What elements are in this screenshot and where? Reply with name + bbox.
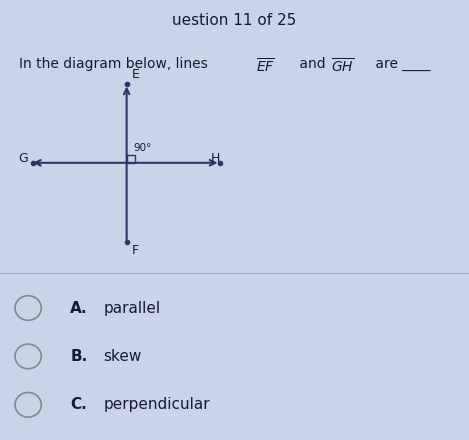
Text: F: F [131,244,138,257]
Text: E: E [131,68,139,81]
Text: uestion 11 of 25: uestion 11 of 25 [173,13,296,28]
Text: H: H [211,152,220,165]
Text: C.: C. [70,397,87,412]
Text: B.: B. [70,349,88,364]
Text: and: and [295,57,331,71]
Bar [127,155,135,163]
Text: A.: A. [70,301,88,315]
Text: parallel: parallel [103,301,160,315]
Text: 90°: 90° [134,143,152,153]
Text: $\overline{EF}$: $\overline{EF}$ [256,57,274,76]
Text: perpendicular: perpendicular [103,397,210,412]
Text: are ____: are ____ [371,57,430,71]
Text: G: G [18,152,28,165]
Text: $\overline{GH}$: $\overline{GH}$ [331,57,354,76]
Text: In the diagram below, lines: In the diagram below, lines [19,57,212,71]
Text: skew: skew [103,349,142,364]
